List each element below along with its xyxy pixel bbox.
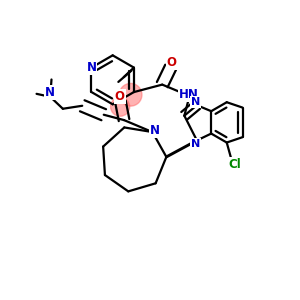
Text: N: N xyxy=(45,86,55,99)
Text: N: N xyxy=(191,97,200,106)
Text: HN: HN xyxy=(179,88,199,101)
Text: N: N xyxy=(45,86,55,99)
Text: N: N xyxy=(86,61,97,74)
Text: N: N xyxy=(86,61,97,74)
Text: HN: HN xyxy=(179,88,199,101)
Circle shape xyxy=(119,83,142,106)
Text: O: O xyxy=(167,56,177,69)
Text: N: N xyxy=(150,124,160,137)
Text: O: O xyxy=(115,90,125,103)
Text: O: O xyxy=(167,56,177,69)
Text: Cl: Cl xyxy=(228,158,241,171)
Text: N: N xyxy=(191,139,200,149)
Circle shape xyxy=(111,97,130,116)
Text: Cl: Cl xyxy=(228,158,241,171)
Text: O: O xyxy=(115,90,125,103)
Text: N: N xyxy=(191,97,200,106)
Text: N: N xyxy=(191,139,200,149)
Text: N: N xyxy=(150,124,160,137)
